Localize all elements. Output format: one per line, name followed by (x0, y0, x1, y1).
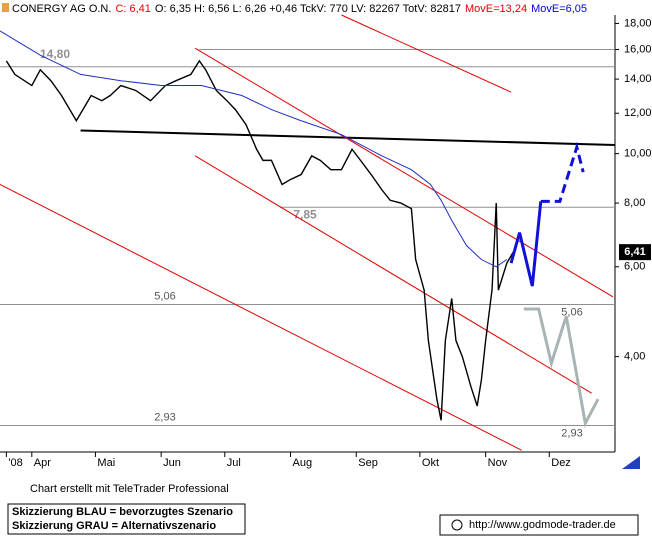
level-label: 2,93 (561, 427, 582, 439)
header-icon (2, 3, 9, 12)
url-icon (451, 519, 463, 531)
scenario-line (540, 141, 585, 203)
x-tick-label: Mai (97, 457, 115, 469)
trend-line (0, 184, 522, 451)
x-tick-label: Sep (358, 457, 378, 469)
level-label: 7,85 (293, 207, 317, 221)
legend-line: Skizzierung BLAU = bevorzugtes Szenario (12, 506, 233, 518)
x-tick-label: Okt (422, 457, 439, 469)
trend-line (341, 14, 512, 93)
trend-line (194, 47, 614, 298)
level-label: 5,06 (561, 306, 582, 318)
y-tick-label: 10,00 (624, 148, 652, 160)
url-box (439, 514, 639, 536)
x-tick-label: Apr (34, 457, 51, 469)
x-tick-label: Jun (163, 457, 181, 469)
trend-line (194, 155, 592, 394)
level-label: 5,06 (154, 290, 175, 302)
y-tick-label: 6,00 (624, 261, 645, 273)
y-tick-label: 16,00 (624, 43, 652, 55)
scenario-line (523, 307, 600, 428)
price-line (0, 30, 508, 268)
x-tick-label: Nov (488, 457, 508, 469)
x-tick-label: Dez (551, 457, 571, 469)
legend-box (7, 503, 246, 535)
header-segment: MovE=6,05 (531, 3, 587, 15)
y-tick-label: 4,00 (624, 350, 645, 362)
x-tick-label: '08 (8, 457, 22, 469)
y-tick-label: 12,00 (624, 107, 652, 119)
url[interactable]: http://www.godmode-trader.de (469, 519, 616, 531)
header-segment: CONERGY AG O.N. (12, 3, 111, 15)
tool-icon[interactable] (622, 456, 640, 469)
y-tick-label: 14,00 (624, 73, 652, 85)
x-tick-label: Aug (293, 457, 313, 469)
y-tick-label: 8,00 (624, 197, 645, 209)
last-price-box (619, 244, 651, 261)
header-segment: MovE=13,24 (465, 3, 527, 15)
header-segment: C: 6,41 (115, 3, 150, 15)
price-line (5, 59, 514, 421)
last-price-label: 6,41 (624, 246, 645, 258)
level-label: 2,93 (154, 411, 175, 423)
header: CONERGY AG O.N. C: 6,41 O: 6,35 H: 6,56 L:… (12, 3, 587, 15)
header-segment: O: 6,35 H: 6,56 L: 6,26 +0,46 TckV: 770 … (155, 3, 461, 15)
legend-line: Skizzierung GRAU = Alternativszenario (12, 520, 216, 532)
credit: Chart erstellt mit TeleTrader Profession… (30, 483, 229, 495)
scenario-line (509, 201, 543, 287)
y-tick-label: 18,00 (624, 17, 652, 29)
level-label: 14,80 (40, 47, 70, 61)
x-tick-label: Jul (227, 457, 241, 469)
